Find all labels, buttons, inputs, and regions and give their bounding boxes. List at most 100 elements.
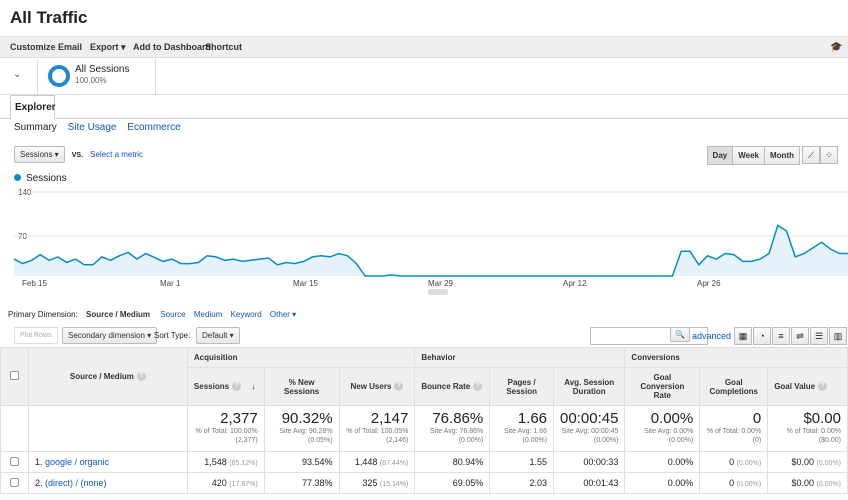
column-goal-conv-rate[interactable]: Goal Conversion Rate: [624, 367, 701, 406]
primary-dimension-label: Primary Dimension:: [8, 310, 78, 319]
x-tick-label: Apr 12: [563, 279, 587, 288]
email-button[interactable]: Email: [58, 42, 83, 52]
page-title: All Traffic: [10, 8, 88, 27]
interval-buttons: Day Week Month: [706, 146, 800, 165]
subtab-nav: Summary Site Usage Ecommerce: [14, 122, 189, 133]
column-source-medium[interactable]: Source / Medium?: [27, 347, 188, 406]
segment-all-sessions[interactable]: All Sessions 100.00%: [38, 59, 156, 95]
primary-dimension-bar: Primary Dimension: Source / Medium Sourc…: [8, 310, 302, 319]
tab-explorer[interactable]: Explorer: [10, 95, 56, 120]
chart-resize-handle[interactable]: [428, 289, 448, 295]
total-goal-value: $0.00: [803, 410, 841, 427]
chart-legend: Sessions: [14, 173, 67, 184]
help-icon: ?: [232, 382, 242, 392]
column-goal-completions[interactable]: Goal Completions: [699, 367, 769, 406]
pie-view-icon[interactable]: ◔: [753, 327, 771, 345]
customize-button[interactable]: Customize: [10, 42, 56, 52]
line-chart-icon[interactable]: ⟋: [802, 146, 820, 164]
column-new-users[interactable]: New Users?: [338, 367, 416, 406]
x-tick-label: Apr 26: [697, 279, 721, 288]
vs-label: VS.: [71, 152, 84, 159]
column-pages-session[interactable]: Pages / Session: [489, 367, 555, 406]
search-icon[interactable]: 🔍: [670, 327, 690, 342]
secondary-dimension-dropdown[interactable]: Secondary dimension ▾: [62, 327, 158, 344]
select-all-checkbox[interactable]: [0, 347, 29, 406]
total-goal-completions: 0: [752, 410, 762, 427]
performance-view-icon[interactable]: ≡: [772, 327, 790, 345]
dimension-medium[interactable]: Medium: [193, 310, 223, 319]
x-tick-label: Mar 15: [293, 279, 318, 288]
x-tick-label: Feb 15: [22, 279, 47, 288]
row-source-link[interactable]: (direct) / (none): [44, 478, 107, 488]
subtab-ecommerce[interactable]: Ecommerce: [127, 122, 181, 133]
total-goal-conv-rate: 0.00%: [650, 410, 694, 427]
week-button[interactable]: Week: [732, 146, 765, 165]
sort-type-dropdown[interactable]: Default ▾: [196, 327, 240, 344]
group-acquisition: Acquisition: [186, 347, 416, 368]
column-sessions[interactable]: Sessions? ↓: [186, 367, 265, 406]
series-dot-icon: [14, 174, 21, 181]
metric-dropdown[interactable]: Sessions ▾: [14, 146, 65, 163]
primary-dimension-selected: Source / Medium: [86, 310, 151, 319]
total-new-users: 2,147: [370, 410, 409, 427]
help-icon: ?: [473, 382, 483, 392]
segment-name: All Sessions: [75, 64, 130, 75]
dimension-source[interactable]: Source: [160, 310, 186, 319]
export-button[interactable]: Export ▾: [90, 42, 126, 52]
group-conversions: Conversions: [624, 347, 848, 368]
sort-type-label: Sort Type:: [154, 331, 191, 340]
add-to-dashboard-button[interactable]: Add to Dashboard: [133, 42, 211, 52]
subtab-site-usage[interactable]: Site Usage: [67, 122, 117, 133]
column-goal-value[interactable]: Goal Value?: [767, 367, 848, 406]
total-bounce-rate: 76.86%: [432, 410, 484, 427]
graduation-cap-icon[interactable]: 🎓: [830, 42, 843, 53]
total-new-sessions: 90.32%: [281, 410, 333, 427]
chart-type-buttons: ⟋ ⁘: [802, 146, 838, 164]
data-table-icon[interactable]: ▦: [734, 327, 752, 345]
month-button[interactable]: Month: [764, 146, 800, 165]
comparison-view-icon[interactable]: ⇌: [791, 327, 809, 345]
dimension-keyword[interactable]: Keyword: [230, 310, 262, 319]
total-pages-session: 1.66: [517, 410, 548, 427]
table-search-input[interactable]: [590, 327, 708, 345]
day-button[interactable]: Day: [706, 146, 734, 165]
metric-selector: Sessions ▾ VS. Select a metric: [14, 146, 143, 163]
table-row: 1. google / organic 1,548 (65.12%) 93.54…: [0, 451, 848, 473]
total-sessions: 2,377: [220, 410, 258, 427]
x-tick-label: Mar 1: [160, 279, 181, 288]
total-avg-duration: 00:00:45: [560, 410, 619, 427]
series-line: [14, 224, 848, 277]
x-tick-label: Mar 29: [428, 279, 453, 288]
column-bounce-rate[interactable]: Bounce Rate?: [414, 367, 491, 406]
help-icon: ?: [818, 382, 828, 392]
segment-ring-icon: [48, 65, 70, 87]
segment-bar: ⌄ All Sessions 100.00%: [0, 59, 848, 95]
term-cloud-icon[interactable]: ☰: [810, 327, 828, 345]
row-checkbox[interactable]: [0, 472, 29, 494]
help-icon: ?: [136, 372, 146, 382]
plot-rows-button[interactable]: Plot Rows: [14, 327, 58, 344]
row-source-link[interactable]: google / organic: [44, 457, 110, 467]
totals-row: 2,377% of Total: 100.00% (2,377) 90.32% S…: [0, 405, 848, 452]
column-avg-duration[interactable]: Avg. Session Duration: [553, 367, 626, 406]
dimension-other[interactable]: Other ▾: [269, 310, 297, 319]
chevron-down-icon: ⌄: [13, 69, 22, 80]
series-area: [14, 225, 848, 276]
pivot-view-icon[interactable]: ▥: [829, 327, 847, 345]
column-new-sessions[interactable]: % New Sessions: [263, 367, 340, 406]
sessions-chart: [14, 191, 848, 277]
shortcut-button[interactable]: Shortcut: [205, 42, 242, 52]
motion-chart-icon[interactable]: ⁘: [820, 146, 838, 164]
select-metric-link[interactable]: Select a metric: [90, 150, 144, 159]
segment-percent: 100.00%: [75, 76, 107, 85]
subtab-summary[interactable]: Summary: [14, 122, 57, 133]
advanced-link[interactable]: advanced: [692, 331, 732, 341]
report-toolbar: Customize Email Export ▾ Add to Dashboar…: [0, 36, 848, 58]
segment-dropdown[interactable]: ⌄: [0, 59, 38, 95]
sort-arrow-icon: ↓: [251, 381, 256, 391]
table-controls: Plot Rows Secondary dimension ▾ Sort Typ…: [14, 327, 847, 347]
help-icon: ?: [394, 382, 404, 392]
data-table: Source / Medium? Acquisition Behavior Co…: [0, 347, 848, 494]
row-checkbox[interactable]: [0, 451, 29, 473]
group-behavior: Behavior: [414, 347, 626, 368]
